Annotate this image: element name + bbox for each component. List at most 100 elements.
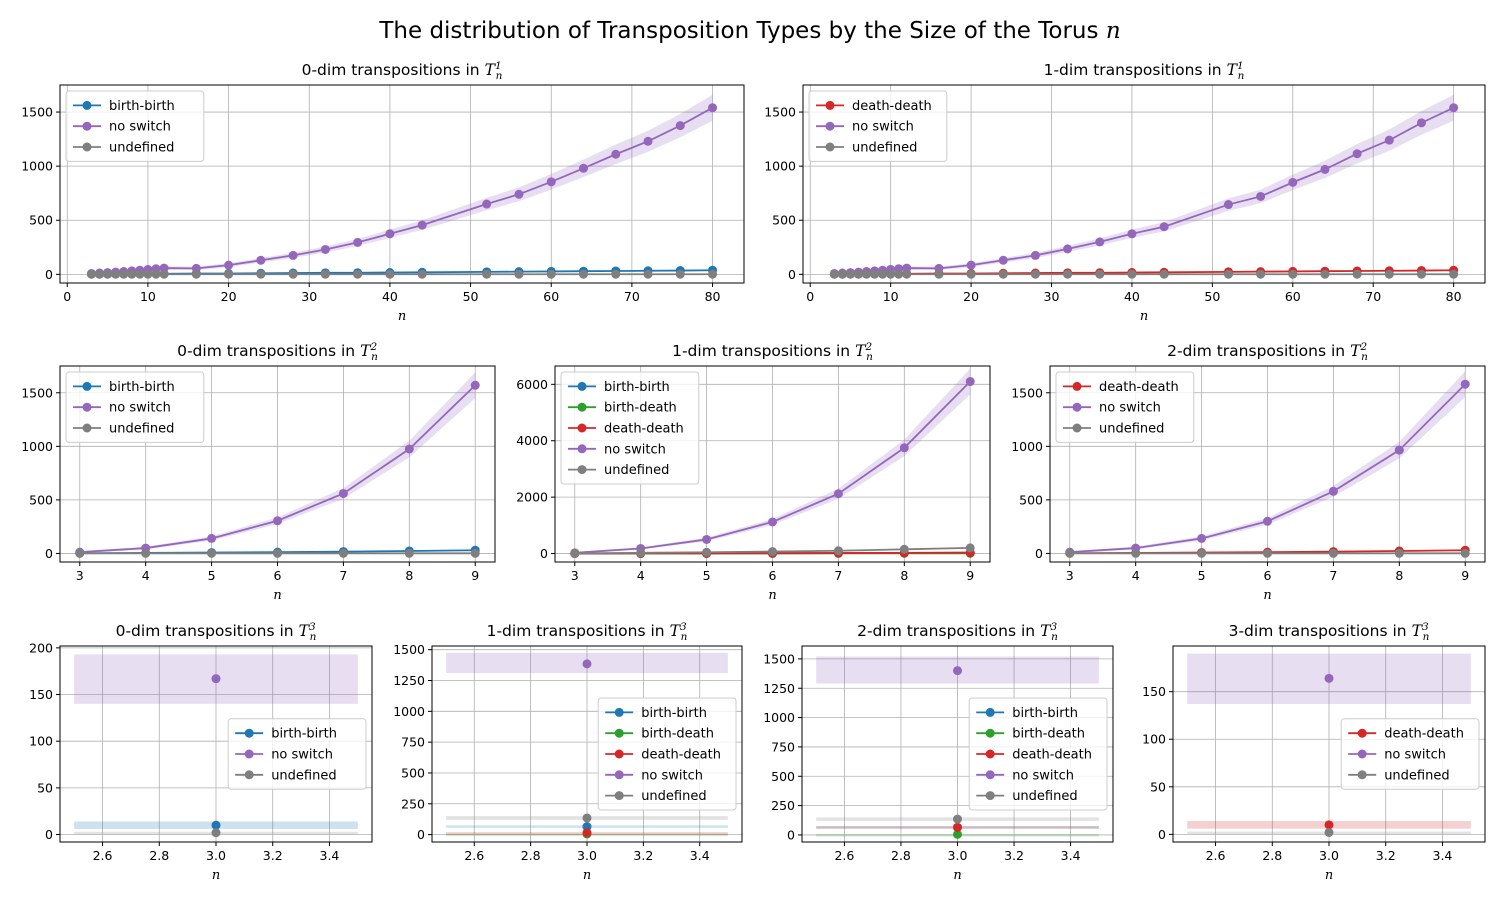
point-undefined [224,269,234,279]
legend-swatch-marker [82,402,92,412]
legend: birth-birth no switch undefined [65,371,205,443]
point-no-switch [1030,250,1040,260]
chart-title-sub: n [1238,70,1245,82]
y-tick-label: 750 [401,735,425,750]
point-no-switch [611,149,621,159]
legend-swatch-marker [614,749,624,759]
legend-item-undefined: undefined [235,768,337,783]
point-undefined [75,548,85,558]
chart-title-symbol: T [1040,622,1052,640]
y-tick-label: 6000 [516,377,548,392]
legend-swatch-marker [825,142,835,152]
point-death-death [953,822,962,832]
y-tick-label: 1250 [763,681,795,696]
x-tick-label: 30 [301,289,317,304]
point-undefined [966,269,976,279]
point-no-switch [953,666,962,676]
y-tick-label: 250 [401,796,425,811]
y-tick-label: 0 [45,267,53,282]
point-no-switch [1063,244,1073,254]
point-undefined [338,548,348,558]
legend-item-undefined: undefined [816,141,917,156]
point-no-switch [417,220,427,230]
x-tick-label: 3.4 [1433,848,1453,863]
x-axis-label: n [398,309,406,324]
y-tick-label: 0 [1035,546,1043,561]
y-tick-label: 0 [45,827,53,842]
y-tick-label: 1500 [1011,385,1043,400]
x-tick-label: 50 [463,289,479,304]
point-undefined [1256,269,1266,279]
chart-title: 0-dim transpositions in T3 n [116,621,317,643]
x-tick-label: 6 [274,568,282,583]
plot-area [1187,653,1471,837]
legend-item-death-death: death-death [816,99,932,114]
x-tick-label: 8 [900,568,908,583]
x-tick-label: 7 [834,568,842,583]
y-tick-label: 0 [787,827,795,842]
point-undefined [514,269,524,279]
y-tick-label: 50 [1150,779,1166,794]
legend-swatch-marker [985,728,995,738]
legend: death-death no switch undefined [808,90,948,162]
legend-frame [597,697,737,811]
legend: birth-birth no switch undefined [65,90,205,162]
legend-swatch-marker [614,707,624,717]
legend-item-birth-death: birth-death [568,401,677,416]
x-tick-label: 10 [883,289,899,304]
x-tick-label: 30 [1044,289,1060,304]
x-tick-label: 3.4 [690,848,710,863]
chart-title-sup: 3 [1422,621,1429,633]
plot-area [1065,371,1470,558]
x-tick-label: 2.8 [891,848,911,863]
point-undefined [207,548,217,558]
x-tick-label: 2.8 [149,848,169,863]
point-no-switch [385,229,395,239]
legend-label: birth-birth [604,380,670,395]
point-undefined [643,269,653,279]
x-tick-label: 5 [208,568,216,583]
chart-title: 0-dim transpositions in T2 n [177,341,378,363]
x-tick-label: 3.0 [948,848,968,863]
x-tick-label: 3.2 [1004,848,1024,863]
legend-label: birth-death [604,401,677,416]
point-undefined [127,269,137,279]
x-tick-label: 80 [705,289,721,304]
point-undefined [902,269,912,279]
x-axis-label: n [273,588,281,603]
x-tick-label: 6 [1264,568,1272,583]
legend-swatch-marker [614,770,624,780]
band-no-switch [574,368,971,554]
point-no-switch [546,177,556,187]
legend-item-undefined: undefined [1063,422,1164,437]
point-no-switch [708,103,718,113]
x-tick-label: 3.4 [1061,848,1081,863]
legend-label: undefined [109,422,174,437]
legend-label: birth-death [641,727,714,742]
point-undefined [470,548,480,558]
legend-label: death-death [604,422,684,437]
x-tick-label: 3.2 [1376,848,1396,863]
legend-item-no-switch: no switch [568,442,666,457]
x-tick-label: 0 [63,289,71,304]
point-no-switch [338,488,348,498]
chart-title-sup: 2 [369,341,377,353]
legend-label: death-death [641,748,721,763]
y-tick-label: 100 [29,734,53,749]
x-axis-label: n [768,588,776,603]
x-tick-label: 60 [1285,289,1301,304]
legend-label: no switch [604,442,666,457]
legend-label: undefined [1384,768,1449,783]
chart-title: 2-dim transpositions in T3 n [857,621,1058,643]
chart-title: 0-dim transpositions in T1 n [302,60,503,82]
point-no-switch [1288,177,1298,187]
chart-title-text: 2-dim transpositions in [1167,342,1345,360]
x-axis-label: n [1140,309,1148,324]
legend-item-undefined: undefined [976,789,1078,804]
y-tick-label: 1250 [393,673,425,688]
x-tick-label: 9 [1461,568,1469,583]
point-undefined [1384,269,1394,279]
